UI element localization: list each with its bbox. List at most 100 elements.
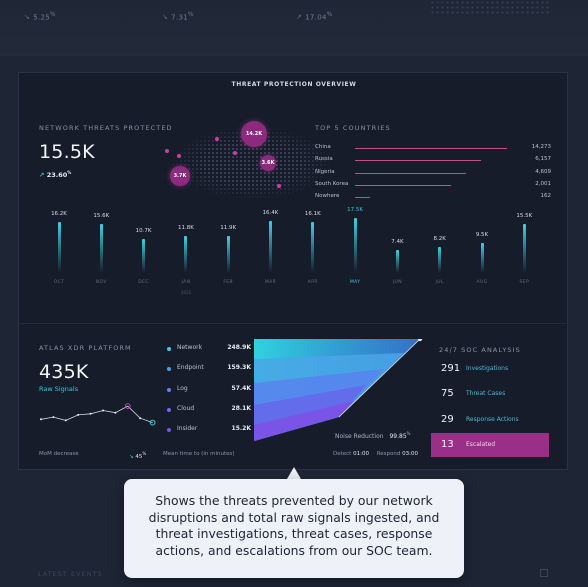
month-label: FEB [223,280,234,285]
month-value: 9.5K [475,232,489,238]
source-row-log[interactable]: Log 57.4K [167,385,251,397]
info-tooltip: Shows the threats prevented by our netwo… [124,479,464,578]
soc-row-escalated[interactable]: 13 Escalated [431,432,549,457]
detect-stat: Detect 01:00 Respond 03:00 [333,451,418,457]
source-row-network[interactable]: Network 248.9K [167,344,251,356]
country-name: Russia [315,156,333,163]
source-name: Cloud [177,404,195,412]
month-value: 16.1K [304,211,321,217]
soc-label: Threat Cases [466,390,506,398]
month-value: 16.4K [262,210,279,216]
month-label: SEP [519,280,530,285]
month-label: AUG [476,280,488,285]
source-dot [167,387,171,392]
year-label: 2022 [181,290,192,295]
month-label: JUL [435,280,444,285]
tooltip-text: Shows the threats prevented by our netwo… [148,493,440,558]
country-value: 6,157 [535,156,551,163]
noise-reduction: Noise Reduction 99.85% [335,431,411,440]
source-row-cloud[interactable]: Cloud 28.1K [167,405,251,417]
country-bar [355,197,370,199]
network-threats-label: NETWORK THREATS PROTECTED [39,124,173,132]
sparkline-point [124,403,131,409]
source-row-insider[interactable]: Insider 15.2K [167,425,251,437]
month-label: NOV [95,280,107,285]
sparkline-point [64,419,67,422]
country-bar [355,160,481,162]
source-dot [167,407,171,412]
map-bubble-china[interactable]: 14.2K [241,121,267,147]
source-dot [167,367,171,372]
section-divider [19,323,569,324]
map-dot [233,151,237,155]
mom-label: MoM decrease [39,451,79,457]
country-value: 162 [540,193,552,200]
country-row: China 14,273 [315,144,551,154]
funnel-edge [338,339,421,418]
top-bar: ↘ 5.25% ↘ 7.31% ↗ 17.04% [0,0,588,56]
source-name: Endpoint [177,364,204,372]
soc-label: Escalated [466,440,496,448]
country-row: Nigeria 4,609 [315,169,551,179]
country-bar [355,172,466,174]
atlas-label: ATLAS XDR PLATFORM [39,344,132,352]
month-bar [142,239,146,273]
panel-title: THREAT PROTECTION OVERVIEW [231,81,357,88]
expand-icon[interactable] [540,569,548,577]
month-label: OCT [53,280,65,285]
sparkline-point [139,417,142,420]
latest-events-label: LATEST EVENTS [38,570,103,578]
month-label: APR [307,280,318,285]
month-bar [269,221,272,273]
soc-count: 29 [441,413,454,425]
top-stat-1: ↘ 5.25% [24,12,56,22]
month-bar [522,224,526,273]
soc-row-investigations[interactable]: 291 Investigations [431,357,549,381]
source-row-endpoint[interactable]: Endpoint 159.3K [167,364,251,376]
country-value: 4,609 [535,168,551,175]
sparkline-point [102,409,104,412]
soc-count: 13 [441,438,454,450]
country-name: Nigeria [315,168,335,175]
soc-row-threat-cases[interactable]: 75 Threat Cases [431,382,549,406]
top-countries-label: TOP 5 COUNTRIES [315,124,391,132]
sparkline-point [149,419,156,426]
trend-up-icon: ↗ [39,171,45,180]
country-name: China [315,144,331,150]
sparkline-point [114,411,117,414]
source-dot [167,428,171,433]
month-bar [311,222,315,273]
country-bar [355,148,507,149]
source-name: Log [177,384,188,392]
trend-down-icon: ↘ [162,13,169,22]
sparkline-point [52,416,55,419]
month-value: 8.2K [433,236,446,242]
month-label: JUN [392,280,402,285]
source-value: 248.9K [227,344,251,351]
map-bubble-russia[interactable]: 3.6K [260,155,276,171]
map-bubble-nigeria[interactable]: 3.7K [170,166,190,186]
raw-signals-sparkline [40,403,156,426]
soc-row-response-actions[interactable]: 29 Response Actions [431,408,549,432]
map-dot [277,184,281,188]
map-dot [177,154,181,158]
month-bar [438,247,442,273]
month-value: 10.7K [135,228,152,234]
tooltip-arrow [287,467,301,479]
month-value: 16.2K [51,211,67,217]
month-bar [480,243,484,273]
atlas-value: 435K [39,361,89,383]
map-dot [165,149,169,153]
sparkline-point [77,413,80,416]
soc-label: Investigations [466,365,509,372]
country-row: Russia 6,157 [315,156,551,166]
network-change: ↗ 23.60% [39,170,72,180]
sparkline-point [40,418,42,421]
month-value: 11.9K [220,225,237,231]
trend-down-icon: ↘ [129,453,134,460]
month-value: 17.5K [347,207,364,213]
country-name: Nowhere [315,193,340,200]
month-value: 15.5K [516,213,533,219]
top-stat-3: ↗ 17.04% [296,12,333,22]
map-dot [215,137,219,141]
